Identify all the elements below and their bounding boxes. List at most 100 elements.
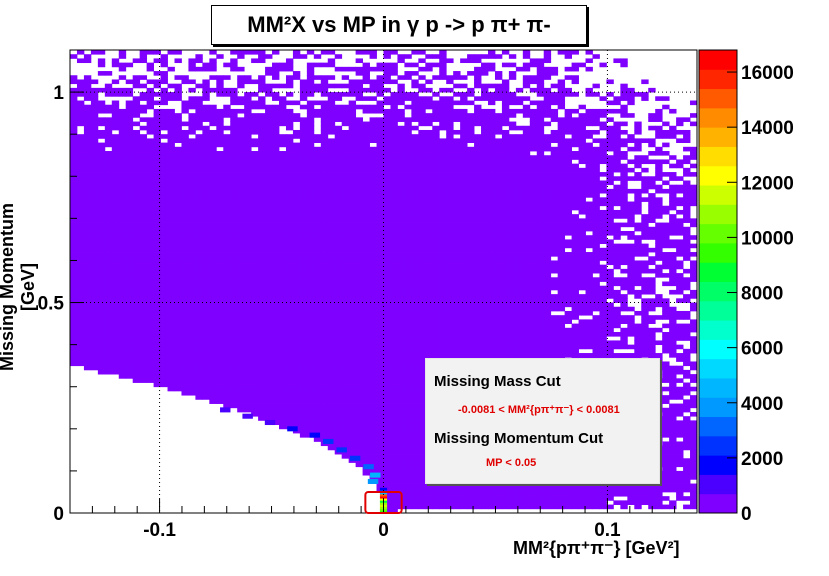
heat-cell — [70, 188, 78, 194]
heat-cell — [209, 273, 217, 278]
heat-cell — [146, 365, 154, 371]
heat-cell — [383, 378, 391, 383]
heat-cell — [251, 222, 259, 228]
heat-cell — [195, 100, 203, 106]
heat-cell — [125, 87, 134, 93]
heat-cell — [418, 134, 426, 139]
heat-cell — [439, 496, 447, 501]
heat-cell — [195, 378, 203, 383]
heat-cell — [292, 50, 301, 55]
heat-cell — [104, 336, 113, 341]
heat-cell — [285, 230, 294, 236]
heat-cell — [299, 433, 308, 438]
heat-cell — [139, 138, 148, 143]
heat-cell — [362, 420, 370, 426]
heat-cell — [467, 273, 475, 278]
heat-cell — [230, 209, 238, 215]
heat-cell — [383, 382, 391, 388]
heat-cell — [334, 256, 343, 261]
heat-cell — [230, 285, 238, 291]
heat-cell — [272, 62, 280, 68]
heat-cell — [313, 268, 322, 274]
heat-cell — [397, 437, 405, 442]
heat-cell — [237, 214, 245, 219]
heat-cell — [111, 302, 120, 308]
heat-cell — [327, 184, 336, 190]
heat-cell — [125, 138, 134, 143]
heat-cell — [460, 146, 468, 152]
heat-cell — [76, 113, 85, 118]
heat-cell — [460, 134, 468, 139]
heat-cell — [209, 75, 217, 80]
heat-cell — [383, 129, 391, 135]
heat-cell — [369, 348, 377, 354]
heat-cell — [279, 264, 287, 270]
heat-cell — [299, 319, 308, 324]
heat-cell — [132, 113, 141, 118]
heat-cell — [195, 256, 203, 261]
heat-cell — [132, 142, 141, 148]
heat-cell — [209, 226, 217, 232]
heat-cell — [425, 327, 433, 333]
heat-cell — [418, 226, 426, 232]
heat-cell — [174, 361, 182, 367]
heat-cell — [258, 117, 266, 122]
heat-cell — [355, 243, 363, 249]
heat-cell — [174, 289, 182, 295]
heat-cell — [90, 100, 99, 106]
heat-cell — [139, 159, 148, 165]
heat-cell — [202, 129, 210, 135]
heat-cell — [244, 117, 252, 122]
heat-cell — [139, 298, 148, 303]
heat-cell — [146, 260, 154, 266]
heat-cell — [292, 395, 301, 400]
heat-cell — [223, 134, 231, 139]
heat-cell — [237, 230, 245, 236]
heat-cell — [83, 193, 92, 198]
heat-cell — [118, 92, 127, 97]
heat-cell — [369, 273, 377, 278]
heat-cell — [425, 100, 433, 106]
heat-cell — [70, 96, 78, 101]
heat-cell — [195, 159, 203, 165]
heat-cell — [369, 197, 377, 202]
heat-cell — [411, 273, 419, 278]
heat-cell — [383, 214, 391, 219]
heat-cell — [306, 201, 315, 207]
heat-cell — [216, 319, 224, 324]
heat-cell — [299, 134, 308, 139]
heat-cell — [272, 298, 280, 303]
heat-cell — [244, 403, 252, 409]
heat-cell — [104, 327, 113, 333]
heat-cell — [432, 260, 440, 266]
heat-cell — [223, 386, 231, 392]
heat-cell — [209, 239, 217, 245]
heat-cell — [362, 348, 370, 354]
heat-cell — [146, 289, 154, 295]
heat-cell — [341, 268, 350, 274]
heat-cell — [446, 108, 454, 114]
heat-cell — [90, 155, 99, 160]
heat-cell — [167, 121, 175, 127]
heat-cell — [202, 62, 210, 68]
heat-cell — [160, 277, 168, 282]
heat-cell — [390, 340, 398, 346]
heat-cell — [258, 273, 266, 278]
heat-cell — [404, 176, 412, 181]
heat-cell — [439, 146, 447, 152]
heat-cell — [383, 433, 391, 438]
heat-cell — [446, 201, 454, 207]
heat-cell — [334, 378, 343, 383]
heat-cell — [432, 184, 440, 190]
heat-cell — [83, 167, 92, 173]
heat-cell — [244, 336, 252, 341]
heat-cell — [453, 285, 461, 291]
heat-cell — [167, 134, 175, 139]
heat-cell — [446, 302, 454, 308]
heat-cell — [181, 332, 189, 337]
heat-cell — [153, 134, 161, 139]
heat-cell — [418, 235, 426, 240]
heat-cell — [97, 235, 106, 240]
heat-cell — [460, 214, 468, 219]
heat-cell — [327, 357, 336, 362]
